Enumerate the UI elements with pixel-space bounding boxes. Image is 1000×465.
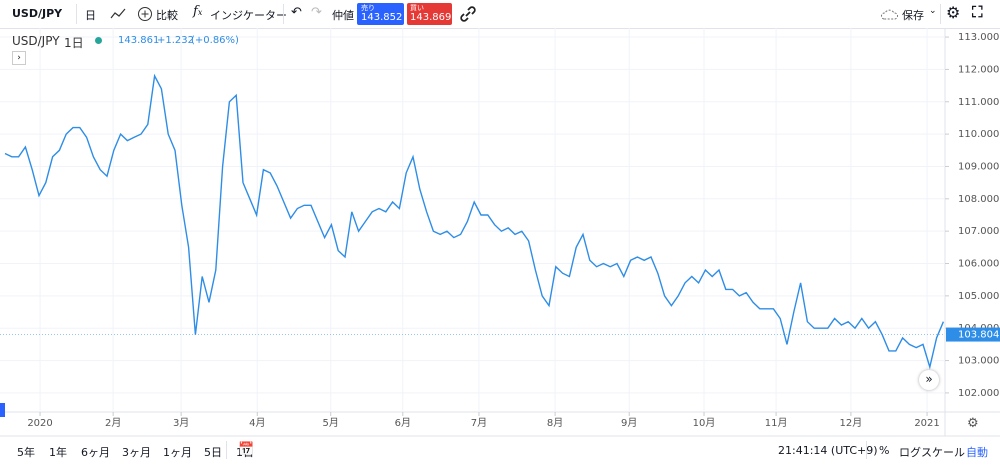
legend-interval: 1日 bbox=[64, 36, 84, 50]
last-price-label: 103.804 bbox=[958, 330, 999, 341]
legend-change: +1.232 bbox=[157, 35, 195, 46]
redo[interactable]: ↷ bbox=[311, 5, 322, 20]
y-tick-label: 103.000 bbox=[958, 356, 999, 367]
symbol[interactable]: USD/JPY bbox=[12, 7, 63, 20]
y-tick-label: 106.000 bbox=[958, 259, 999, 270]
buy-price: 143.869 bbox=[410, 12, 452, 23]
settings-icon[interactable]: ⚙ bbox=[946, 3, 961, 22]
fullscreen-icon[interactable]: ⛶ bbox=[972, 3, 983, 21]
compare-icon[interactable] bbox=[137, 6, 153, 22]
indicators[interactable]: インジケーター bbox=[210, 9, 287, 22]
y-tick-label: 113.000 bbox=[958, 32, 999, 43]
range-button[interactable]: 5年 bbox=[17, 446, 35, 459]
x-tick-label: 7月 bbox=[471, 417, 487, 429]
toolbar bbox=[0, 0, 1000, 29]
status-dot bbox=[95, 37, 102, 44]
undo[interactable]: ↶ bbox=[291, 5, 302, 20]
date-range-icon[interactable]: 📅 bbox=[238, 442, 255, 457]
last-price-box bbox=[946, 327, 1000, 342]
auto-toggle[interactable]: 自動 bbox=[966, 446, 988, 459]
legend-toggle[interactable]: › bbox=[12, 51, 26, 65]
compare[interactable]: 比較 bbox=[156, 9, 178, 22]
x-tick-label: 11月 bbox=[765, 417, 788, 429]
y-tick-label: 102.000 bbox=[958, 388, 999, 399]
cloud-icon[interactable] bbox=[880, 7, 900, 21]
buy-label: 買い bbox=[410, 4, 424, 12]
range-button[interactable]: 1年 bbox=[49, 446, 67, 459]
price-line bbox=[4, 73, 945, 370]
x-tick-label: 2021 bbox=[914, 418, 939, 429]
range-button[interactable]: 1ヶ月 bbox=[163, 446, 192, 459]
sell-label: 売り bbox=[361, 4, 375, 12]
range-button[interactable]: 5日 bbox=[204, 446, 222, 459]
buy-button[interactable] bbox=[407, 3, 452, 25]
x-tick-label: 4月 bbox=[249, 417, 265, 429]
sell-price: 143.852 bbox=[361, 12, 403, 23]
sell-button[interactable] bbox=[357, 3, 404, 25]
range-button[interactable]: 1日 bbox=[236, 446, 254, 459]
y-tick-label: 105.000 bbox=[958, 291, 999, 302]
save-menu[interactable]: ⌄ bbox=[929, 6, 937, 16]
y-tick-label: 107.000 bbox=[958, 226, 999, 237]
range-button[interactable]: 6ヶ月 bbox=[81, 446, 110, 459]
x-tick-label: 2月 bbox=[105, 417, 121, 429]
y-tick-label: 110.000 bbox=[958, 129, 999, 140]
x-tick-label: 6月 bbox=[395, 417, 411, 429]
clock: 21:41:14 (UTC+9) bbox=[778, 444, 878, 457]
fx-icon[interactable]: fx bbox=[193, 4, 203, 19]
x-tick-label: 10月 bbox=[693, 417, 716, 429]
scroll-to-end[interactable]: » bbox=[919, 370, 939, 390]
y-tick-label: 109.000 bbox=[958, 161, 999, 172]
link-icon[interactable] bbox=[459, 5, 477, 23]
axis-settings[interactable]: ⚙ bbox=[967, 416, 979, 431]
chart-type-icon[interactable] bbox=[110, 7, 126, 21]
range-button[interactable]: 3ヶ月 bbox=[122, 446, 151, 459]
side-tab[interactable] bbox=[0, 403, 5, 417]
legend-symbol: USD/JPY bbox=[12, 34, 60, 48]
log-scale-toggle[interactable]: ログスケール bbox=[899, 446, 965, 459]
legend-price: 143.861 bbox=[118, 35, 160, 46]
x-tick-label: 3月 bbox=[173, 417, 189, 429]
y-tick-label: 108.000 bbox=[958, 194, 999, 205]
x-tick-label: 12月 bbox=[840, 417, 863, 429]
save[interactable]: 保存 bbox=[902, 9, 924, 22]
x-tick-label: 2020 bbox=[27, 418, 52, 429]
x-tick-label: 8月 bbox=[547, 417, 563, 429]
legend-change-percent: (+0.86%) bbox=[191, 35, 239, 46]
x-tick-label: 5月 bbox=[323, 417, 339, 429]
x-tick-label: 9月 bbox=[621, 417, 637, 429]
interval[interactable]: 日 bbox=[85, 9, 96, 22]
percent-toggle[interactable]: % bbox=[879, 444, 890, 457]
y-tick-label: 112.000 bbox=[958, 64, 999, 75]
y-tick-label: 111.000 bbox=[958, 97, 999, 108]
price-source[interactable]: 仲値 bbox=[332, 9, 354, 22]
